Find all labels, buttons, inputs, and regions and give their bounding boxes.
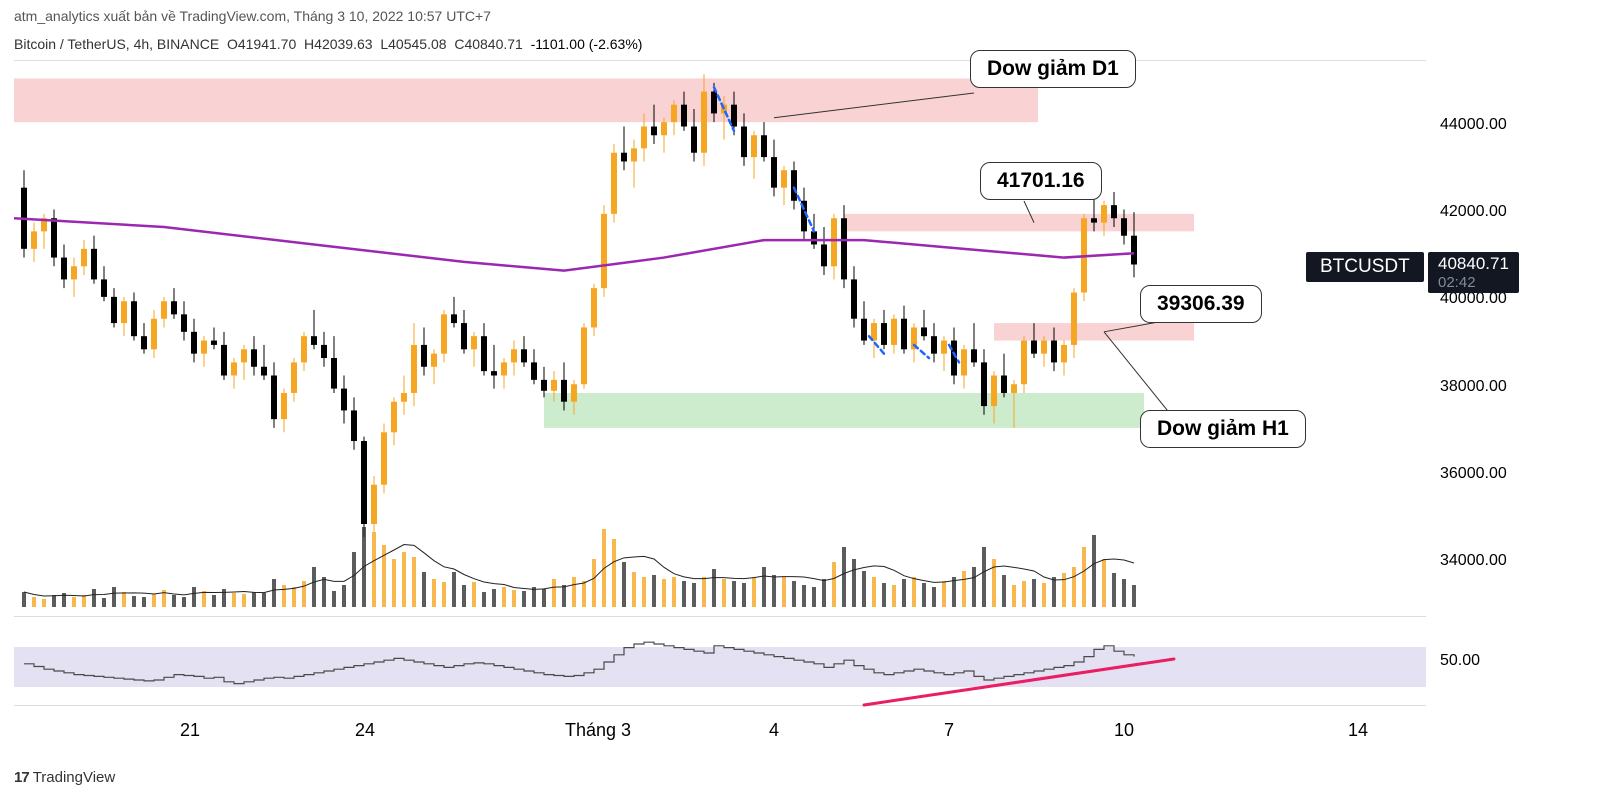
time-tick: 4 xyxy=(769,720,779,741)
change-pct: (-2.63%) xyxy=(589,36,643,52)
publish-header: atm_analytics xuất bản về TradingView.co… xyxy=(0,0,1600,32)
price-tick: 42000.00 xyxy=(1440,203,1507,221)
ohlc-o-label: O xyxy=(227,36,238,52)
time-axis[interactable]: 21 24 Tháng 3 4 7 10 14 xyxy=(14,710,1426,746)
price-tick: 40000.00 xyxy=(1440,290,1507,308)
ohlc-l-label: L xyxy=(380,36,388,52)
ohlc-h-label: H xyxy=(304,36,314,52)
price-tick: 38000.00 xyxy=(1440,378,1507,396)
symbol-info-bar: Bitcoin / TetherUS, 4h, BINANCE O41941.7… xyxy=(0,32,1600,60)
tradingview-brand[interactable]: TradingView xyxy=(33,769,116,786)
rsi-indicator[interactable] xyxy=(14,616,1426,706)
price-tick: 34000.00 xyxy=(1440,552,1507,570)
publisher-line: atm_analytics xuất bản về TradingView.co… xyxy=(14,8,491,24)
ohlc-l: 40545.08 xyxy=(388,36,446,52)
last-price: 40840.71 xyxy=(1438,254,1509,273)
countdown: 02:42 xyxy=(1438,274,1509,291)
time-tick: 24 xyxy=(355,720,375,741)
callout-price-b[interactable]: 39306.39 xyxy=(1140,285,1262,323)
tradingview-logo-icon: 17 xyxy=(14,769,29,786)
ohlc-c-label: C xyxy=(454,36,464,52)
change-abs: -1101.00 xyxy=(531,36,585,52)
time-tick: 10 xyxy=(1114,720,1134,741)
callout-dow-h1[interactable]: Dow giảm H1 xyxy=(1140,410,1306,448)
time-tick: 7 xyxy=(944,720,954,741)
price-chart[interactable] xyxy=(14,60,1426,606)
callout-dow-d1[interactable]: Dow giảm D1 xyxy=(970,50,1136,88)
indicator-axis[interactable]: 50.00 xyxy=(1428,616,1596,706)
price-axis[interactable]: USDT 44000.0042000.0040000.0038000.00360… xyxy=(1428,60,1596,606)
last-price-tag: 40840.71 02:42 xyxy=(1428,252,1519,293)
time-tick: 21 xyxy=(180,720,200,741)
callout-price-a[interactable]: 41701.16 xyxy=(980,162,1102,200)
time-tick: 14 xyxy=(1348,720,1368,741)
footer: 17TradingView xyxy=(14,769,115,786)
ohlc-c: 40840.71 xyxy=(464,36,522,52)
symbol-tag: BTCUSDT xyxy=(1306,252,1424,282)
price-tick: 36000.00 xyxy=(1440,465,1507,483)
symbol-pair[interactable]: Bitcoin / TetherUS, 4h, BINANCE xyxy=(14,36,219,52)
ohlc-o: 41941.70 xyxy=(238,36,296,52)
ohlc-h: 42039.63 xyxy=(314,36,372,52)
time-tick: Tháng 3 xyxy=(565,720,631,741)
indicator-tick: 50.00 xyxy=(1440,652,1480,670)
price-tick: 44000.00 xyxy=(1440,116,1507,134)
